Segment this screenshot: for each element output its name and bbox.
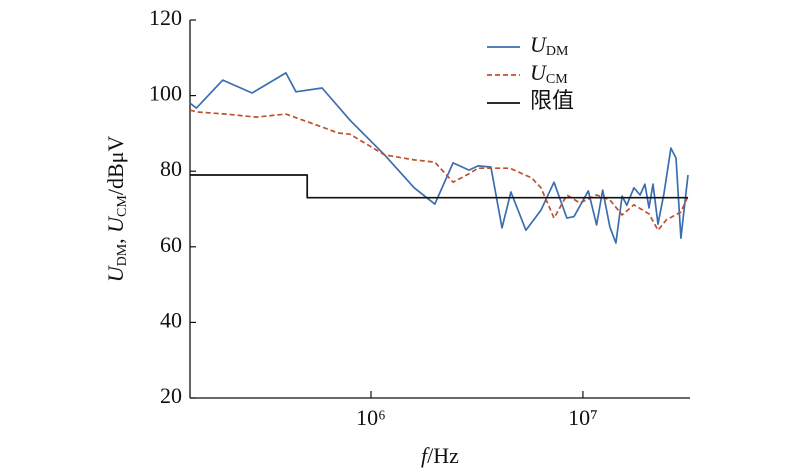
y-tick-label: 120 [149,5,182,30]
x-label-part: f [421,443,430,468]
y-label-part: CM [115,195,130,217]
y-label-part: U [103,264,128,282]
y-label-part: DM [115,243,130,266]
y-tick-label: 60 [160,232,182,257]
data-line [189,109,689,232]
y-label-part: , [103,233,128,244]
x-axis-label: f/Hz [421,443,459,468]
x-tick-label: 10⁷ [568,405,598,430]
x-tick-label: 10⁶ [356,405,386,430]
y-label-part: /dBμV [103,136,128,196]
y-tick-label: 100 [149,81,182,106]
y-axis-label: UDM, UCM/dBμV [103,136,130,283]
legend-label: UDM [530,32,569,59]
y-tick-label: 40 [160,307,182,332]
data-line [189,72,689,244]
y-tick-label: 20 [160,383,182,408]
legend-label: UCM [530,60,568,87]
y-tick-label: 80 [160,156,182,181]
y-label-part: U [103,215,128,233]
legend-label: 限值 [530,88,574,113]
data-line [190,174,688,199]
x-label-part: /Hz [427,443,459,468]
